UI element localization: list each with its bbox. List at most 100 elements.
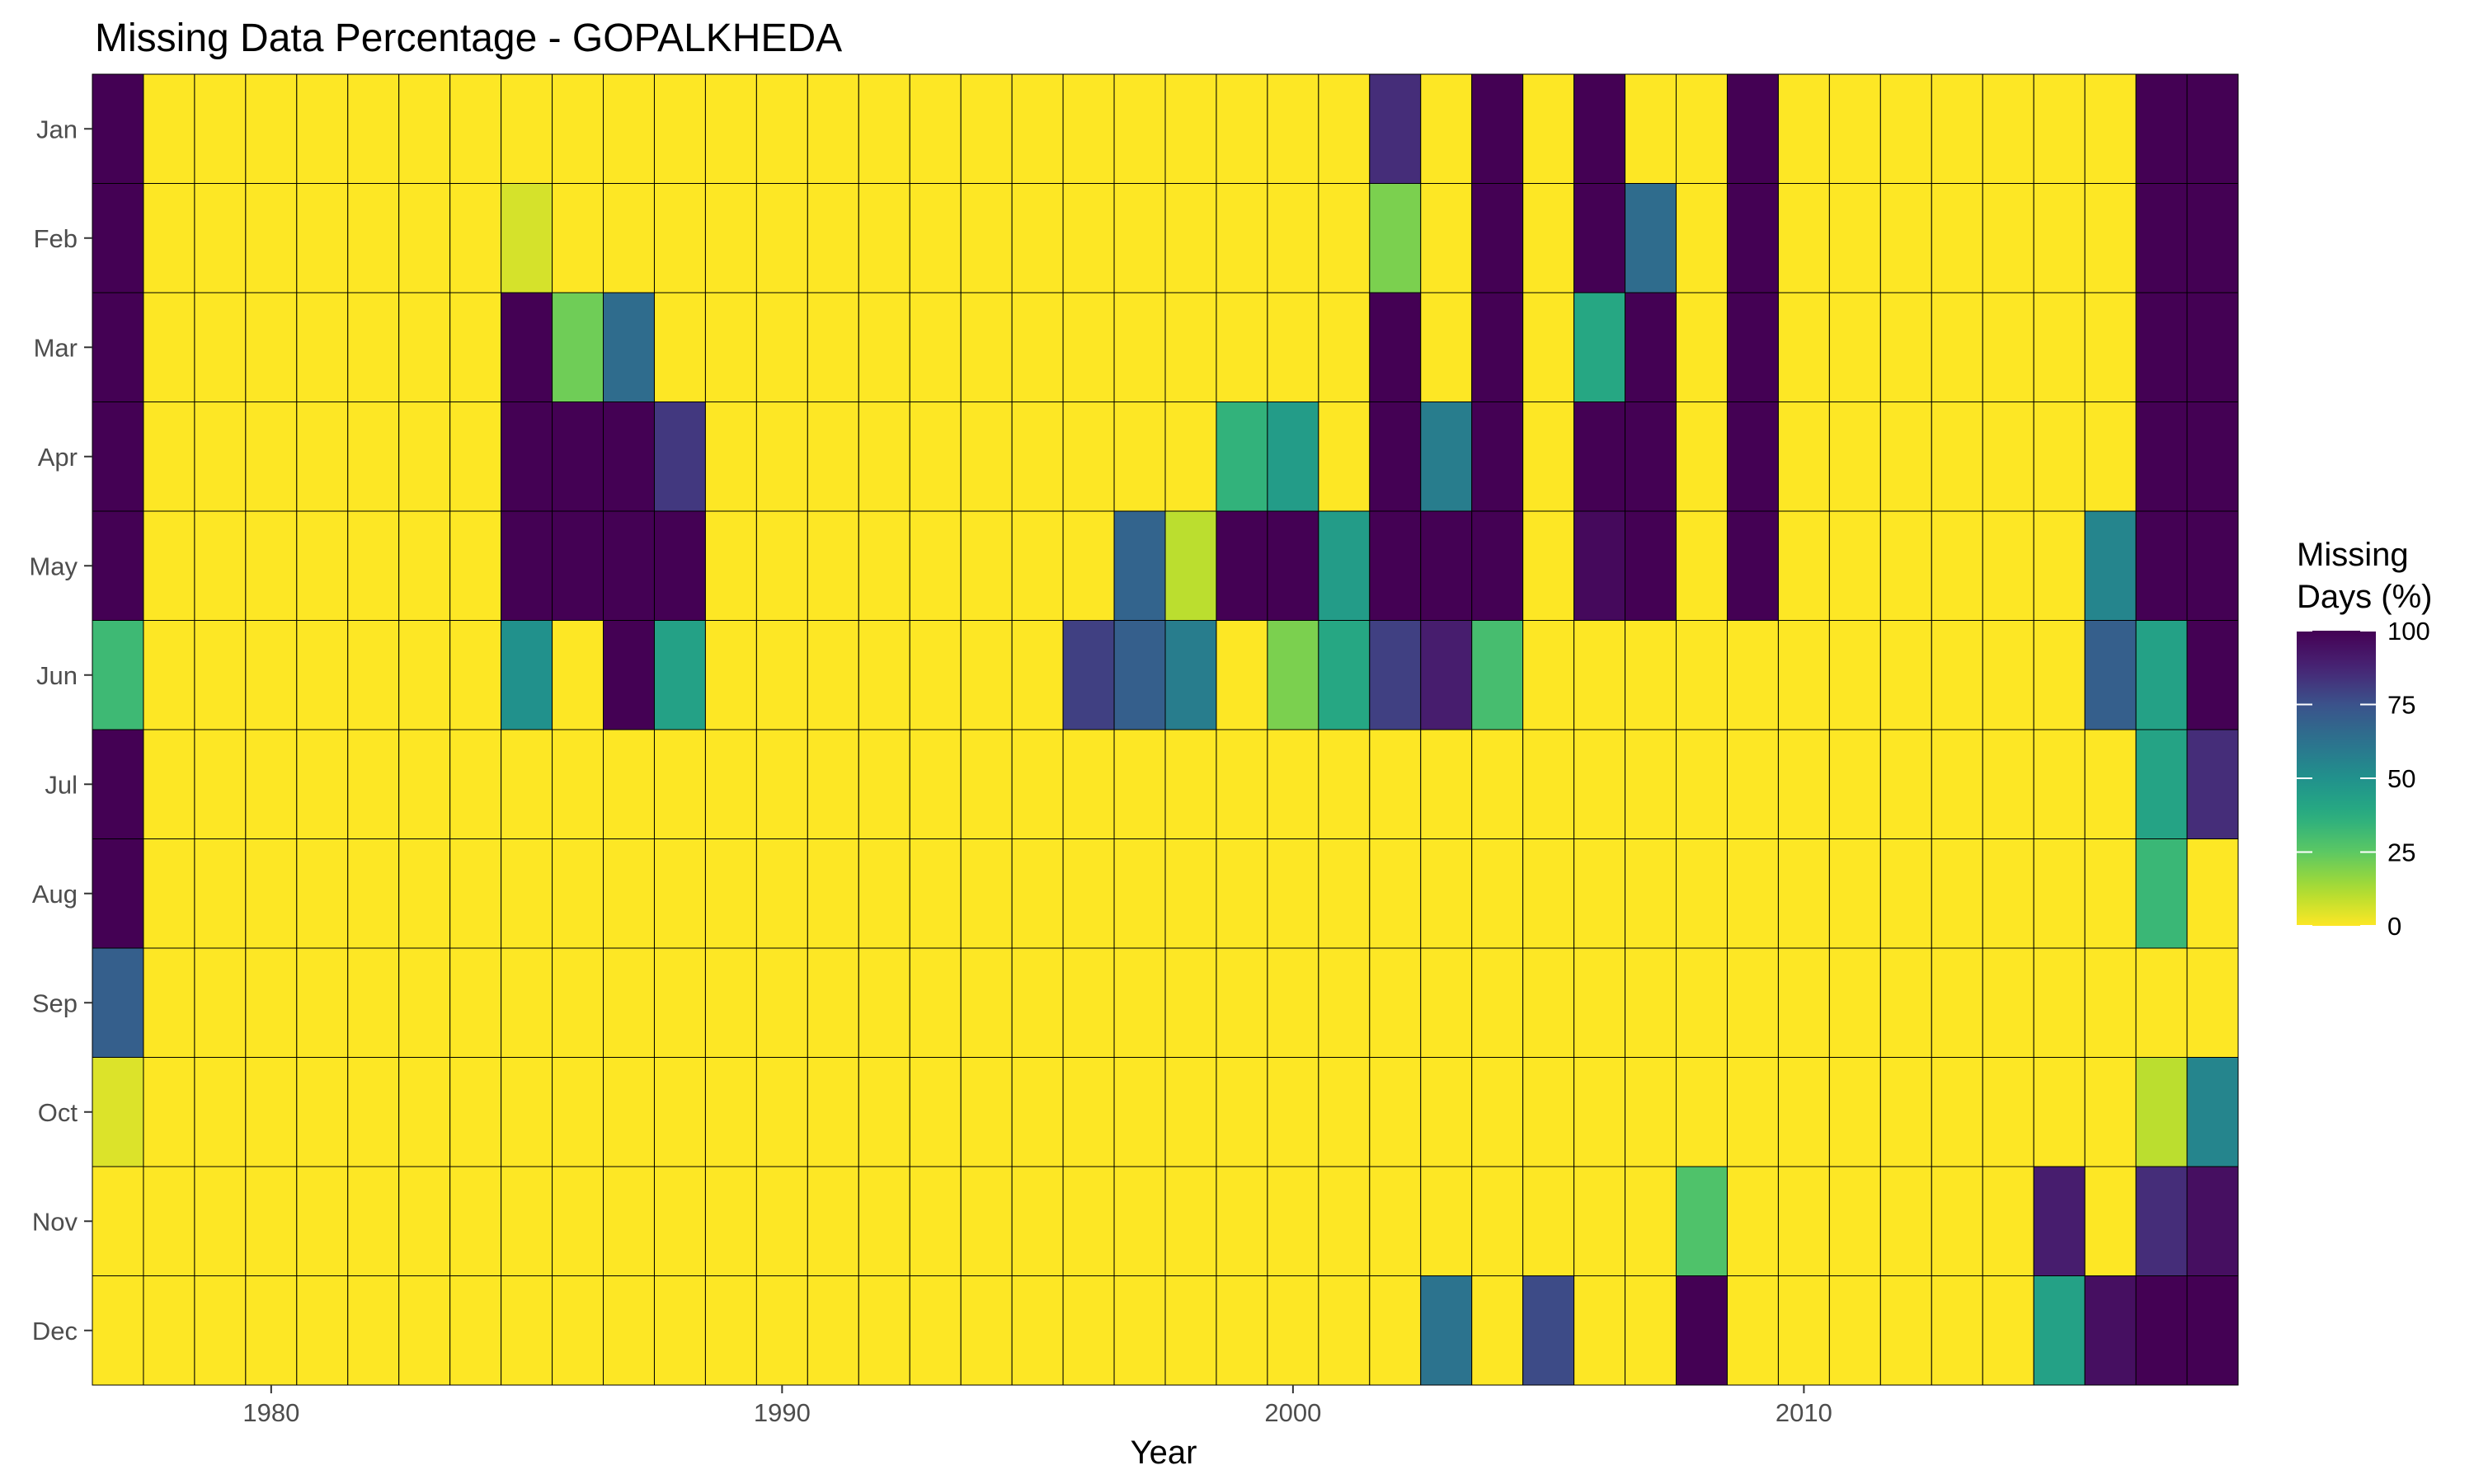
heatmap-cell bbox=[2186, 292, 2239, 402]
heatmap-cell bbox=[1420, 947, 1473, 1058]
heatmap-cell bbox=[1879, 1166, 1932, 1276]
heatmap-cell bbox=[755, 1275, 808, 1386]
heatmap-cell bbox=[501, 183, 553, 294]
heatmap-cell bbox=[2186, 1166, 2239, 1276]
heatmap-cell bbox=[296, 510, 349, 621]
heatmap-cell bbox=[194, 292, 247, 402]
heatmap-cell bbox=[1879, 510, 1932, 621]
heatmap-cell bbox=[2135, 729, 2188, 839]
heatmap-cell bbox=[1828, 620, 1881, 730]
heatmap-cell bbox=[909, 838, 962, 949]
heatmap-cell bbox=[1625, 292, 1677, 402]
heatmap-cell bbox=[2084, 183, 2137, 294]
y-tick-label: Feb bbox=[34, 224, 78, 253]
heatmap-cell bbox=[1625, 73, 1677, 184]
heatmap-cell bbox=[1522, 292, 1575, 402]
heatmap-cell bbox=[194, 620, 247, 730]
heatmap-cell bbox=[1522, 729, 1575, 839]
heatmap-cell bbox=[1982, 947, 2034, 1058]
heatmap-cell bbox=[1471, 620, 1524, 730]
heatmap-cell bbox=[1726, 1275, 1779, 1386]
heatmap-cell bbox=[552, 510, 604, 621]
heatmap-cell bbox=[1931, 73, 1983, 184]
heatmap-cell bbox=[1828, 292, 1881, 402]
heatmap-cell bbox=[143, 947, 195, 1058]
heatmap-cell bbox=[1369, 510, 1422, 621]
heatmap-cell bbox=[1011, 510, 1064, 621]
heatmap-cells bbox=[92, 73, 2239, 1386]
heatmap-cell bbox=[1625, 947, 1677, 1058]
heatmap-cell bbox=[552, 947, 604, 1058]
heatmap-cell bbox=[1267, 729, 1319, 839]
heatmap-cell bbox=[1573, 402, 1626, 512]
heatmap-cell bbox=[1522, 1166, 1575, 1276]
heatmap-cell bbox=[398, 510, 451, 621]
heatmap-cell bbox=[501, 838, 553, 949]
heatmap-cell bbox=[2135, 1275, 2188, 1386]
heatmap-cell bbox=[1879, 838, 1932, 949]
legend-title-line2: Days (%) bbox=[2297, 579, 2432, 615]
heatmap-cell bbox=[858, 183, 910, 294]
heatmap-cell bbox=[1471, 73, 1524, 184]
heatmap-cell bbox=[1420, 510, 1473, 621]
heatmap-cell bbox=[552, 1166, 604, 1276]
heatmap-cell bbox=[1062, 838, 1115, 949]
heatmap-cell bbox=[296, 838, 349, 949]
heatmap-cell bbox=[1318, 1166, 1371, 1276]
heatmap-cell bbox=[1931, 183, 1983, 294]
heatmap-cell bbox=[194, 947, 247, 1058]
heatmap-cell bbox=[2135, 1166, 2188, 1276]
heatmap-cell bbox=[1420, 838, 1473, 949]
heatmap-cell bbox=[704, 1166, 757, 1276]
legend-tick-label: 25 bbox=[2387, 838, 2415, 867]
heatmap-cell bbox=[603, 620, 655, 730]
heatmap-cell bbox=[92, 402, 144, 512]
heatmap-cell bbox=[1369, 947, 1422, 1058]
heatmap-cell bbox=[755, 1057, 808, 1167]
heatmap-cell bbox=[1726, 729, 1779, 839]
heatmap-cell bbox=[1113, 1275, 1166, 1386]
heatmap-cell bbox=[552, 838, 604, 949]
heatmap-cell bbox=[2186, 1057, 2239, 1167]
heatmap-cell bbox=[909, 1057, 962, 1167]
chart-title: Missing Data Percentage - GOPALKHEDA bbox=[95, 16, 842, 60]
heatmap-cell bbox=[1676, 1057, 1728, 1167]
heatmap-cell bbox=[2033, 729, 2086, 839]
heatmap-cell bbox=[552, 292, 604, 402]
heatmap-cell bbox=[704, 292, 757, 402]
heatmap-cell bbox=[245, 620, 298, 730]
heatmap-cell bbox=[143, 1166, 195, 1276]
heatmap-cell bbox=[807, 620, 859, 730]
heatmap-cell bbox=[2135, 510, 2188, 621]
heatmap-cell bbox=[194, 1057, 247, 1167]
heatmap-cell bbox=[398, 402, 451, 512]
heatmap-cell bbox=[1318, 838, 1371, 949]
heatmap-cell bbox=[1164, 620, 1217, 730]
heatmap-cell bbox=[1164, 1275, 1217, 1386]
heatmap-cell bbox=[1931, 947, 1983, 1058]
heatmap-cell bbox=[1471, 838, 1524, 949]
heatmap-cell bbox=[449, 838, 502, 949]
heatmap-cell bbox=[1931, 1057, 1983, 1167]
heatmap-cell bbox=[653, 838, 706, 949]
heatmap-cell bbox=[1676, 729, 1728, 839]
heatmap-cell bbox=[1471, 183, 1524, 294]
heatmap-cell bbox=[552, 620, 604, 730]
heatmap-cell bbox=[704, 73, 757, 184]
heatmap-cell bbox=[1216, 729, 1268, 839]
heatmap-cell bbox=[501, 402, 553, 512]
y-tick-label: Oct bbox=[38, 1098, 78, 1127]
heatmap-cell bbox=[2084, 292, 2137, 402]
heatmap-cell bbox=[1062, 292, 1115, 402]
heatmap-cell bbox=[501, 1275, 553, 1386]
x-axis-title: Year bbox=[1131, 1435, 1197, 1471]
heatmap-cell bbox=[398, 1275, 451, 1386]
heatmap-cell bbox=[1625, 620, 1677, 730]
heatmap-cell bbox=[1369, 183, 1422, 294]
heatmap-cell bbox=[960, 838, 1013, 949]
heatmap-cell bbox=[1318, 1057, 1371, 1167]
heatmap-cell bbox=[1267, 292, 1319, 402]
heatmap-cell bbox=[194, 838, 247, 949]
heatmap-cell bbox=[1216, 947, 1268, 1058]
heatmap-cell bbox=[347, 1275, 400, 1386]
